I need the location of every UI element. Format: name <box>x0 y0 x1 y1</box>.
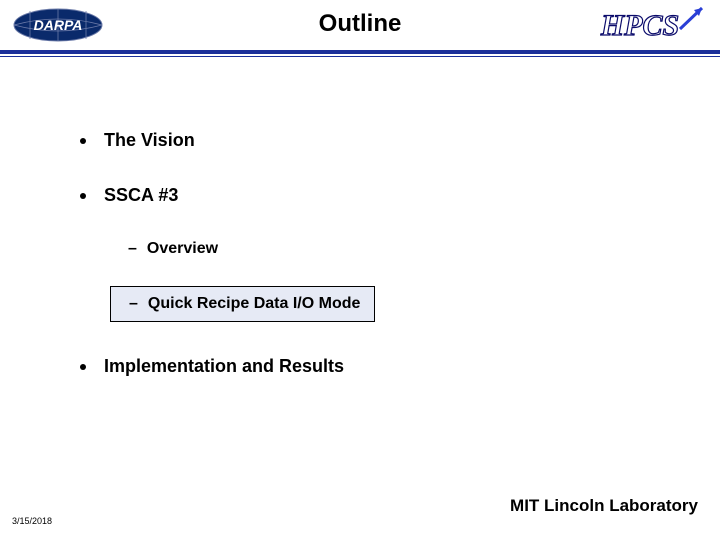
header: DARPA Outline HPCS <box>0 0 720 50</box>
sub-overview: – Overview <box>128 240 660 258</box>
hpcs-icon: HPCS <box>590 3 710 47</box>
bullet-text: Implementation and Results <box>104 356 344 377</box>
bullet-ssca: SSCA #3 <box>80 185 660 206</box>
bullet-icon <box>80 193 86 199</box>
bullet-icon <box>80 138 86 144</box>
divider-thick <box>0 50 720 54</box>
content: The Vision SSCA #3 – Overview – Quick Re… <box>80 130 660 377</box>
bullet-text: The Vision <box>104 130 195 151</box>
darpa-logo: DARPA <box>10 5 106 45</box>
slide: DARPA Outline HPCS The Vision SSCA #3 – … <box>0 0 720 540</box>
bullet-text: SSCA #3 <box>104 185 178 206</box>
bullet-icon <box>80 364 86 370</box>
divider-thin <box>0 56 720 57</box>
globe-icon: DARPA <box>10 5 106 45</box>
hpcs-logo-text: HPCS <box>600 9 679 42</box>
footer-date: 3/15/2018 <box>12 516 52 526</box>
sub-quick-recipe-highlight: – Quick Recipe Data I/O Mode <box>110 286 375 322</box>
dash-icon: – <box>129 295 138 313</box>
dash-icon: – <box>128 240 137 258</box>
bullet-implementation: Implementation and Results <box>80 356 660 377</box>
darpa-logo-text: DARPA <box>34 17 83 33</box>
footer-org: MIT Lincoln Laboratory <box>510 496 698 516</box>
sub-text: Overview <box>147 240 218 258</box>
sub-text: Quick Recipe Data I/O Mode <box>148 295 361 313</box>
bullet-vision: The Vision <box>80 130 660 151</box>
hpcs-logo: HPCS <box>590 5 710 45</box>
